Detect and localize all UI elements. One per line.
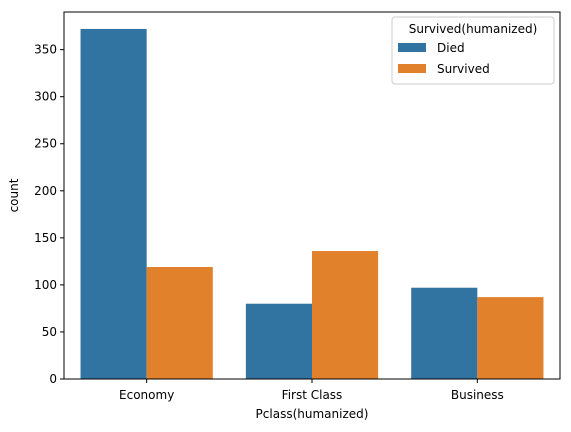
legend-label-survived: Survived — [437, 62, 490, 76]
bar-first-class-survived — [312, 251, 378, 379]
y-tick-label: 350 — [34, 43, 57, 57]
bar-economy-survived — [147, 267, 213, 379]
bar-economy-died — [81, 29, 147, 379]
y-tick-label: 300 — [34, 90, 57, 104]
x-axis: Economy First Class Business — [119, 379, 504, 402]
bar-business-survived — [477, 297, 543, 379]
y-tick-label: 150 — [34, 231, 57, 245]
x-axis-label: Pclass(humanized) — [256, 407, 369, 421]
bar-business-died — [411, 288, 477, 379]
y-axis-label: count — [7, 178, 21, 212]
x-tick-label-economy: Economy — [119, 388, 174, 402]
y-axis: 0 50 100 150 200 250 300 350 — [34, 43, 64, 386]
legend-title: Survived(humanized) — [409, 22, 538, 36]
legend-swatch-died — [398, 43, 426, 52]
x-tick-label-business: Business — [451, 388, 504, 402]
bar-first-class-died — [246, 304, 312, 379]
legend-swatch-survived — [398, 64, 426, 73]
y-tick-label: 200 — [34, 184, 57, 198]
y-tick-label: 50 — [42, 325, 57, 339]
y-tick-label: 100 — [34, 278, 57, 292]
y-tick-label: 250 — [34, 137, 57, 151]
y-tick-label: 0 — [49, 372, 57, 386]
legend-label-died: Died — [437, 41, 465, 55]
legend: Survived(humanized) Died Survived — [392, 17, 554, 84]
x-tick-label-first-class: First Class — [282, 388, 343, 402]
